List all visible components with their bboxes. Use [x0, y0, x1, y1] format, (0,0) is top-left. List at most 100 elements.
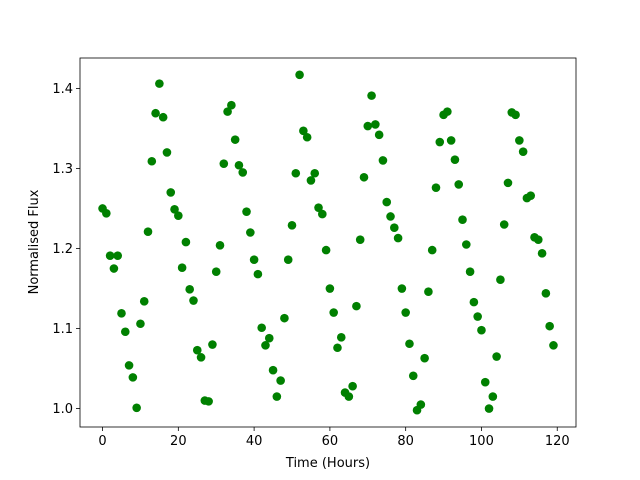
- point: [336, 333, 346, 342]
- point: [143, 227, 153, 236]
- point: [424, 287, 433, 297]
- point: [325, 284, 335, 293]
- point: [189, 296, 198, 305]
- point: [174, 211, 183, 220]
- point: [230, 135, 240, 144]
- point: [283, 255, 293, 265]
- x-tick-label: 80: [397, 434, 414, 449]
- y-tick-label: 1.0: [52, 402, 73, 417]
- point: [227, 100, 236, 110]
- x-tick-label: 60: [322, 434, 339, 449]
- point: [238, 168, 248, 177]
- point: [458, 215, 467, 224]
- point: [484, 404, 494, 413]
- point: [310, 168, 320, 178]
- point: [499, 220, 509, 229]
- point: [477, 325, 486, 335]
- y-axis-label: Normalised Flux: [27, 189, 42, 294]
- point: [397, 284, 407, 293]
- point: [219, 159, 229, 168]
- point: [192, 345, 202, 355]
- x-tick-label: 40: [246, 434, 263, 449]
- point: [177, 263, 187, 273]
- point: [541, 289, 551, 298]
- point: [132, 403, 141, 413]
- point: [352, 301, 361, 311]
- point: [257, 323, 266, 333]
- point: [321, 245, 331, 255]
- point: [253, 269, 263, 279]
- point: [185, 285, 194, 294]
- point: [204, 397, 213, 406]
- point: [427, 245, 437, 255]
- point: [416, 400, 426, 409]
- point: [272, 392, 282, 401]
- plot-frame: [79, 57, 577, 428]
- point: [469, 297, 479, 307]
- x-tick-label: 100: [469, 434, 494, 449]
- point: [450, 155, 460, 164]
- y-tick-label: 1.1: [52, 322, 73, 337]
- point: [117, 309, 126, 318]
- point: [378, 156, 388, 165]
- point: [367, 91, 376, 100]
- point: [393, 233, 403, 243]
- point: [295, 70, 304, 80]
- point: [268, 365, 278, 375]
- point: [363, 121, 373, 131]
- y-tick-label: 1.2: [52, 242, 73, 257]
- point: [371, 120, 380, 129]
- point: [333, 343, 342, 353]
- point: [170, 204, 179, 214]
- point: [280, 313, 289, 323]
- point: [344, 392, 354, 401]
- point: [208, 340, 217, 349]
- point: [136, 319, 145, 329]
- point: [515, 136, 524, 145]
- point: [102, 208, 111, 218]
- point: [242, 207, 251, 216]
- point: [276, 376, 285, 385]
- point: [302, 132, 312, 142]
- y-tick-label: 1.4: [52, 82, 73, 97]
- point: [359, 172, 369, 182]
- point: [249, 255, 259, 265]
- point: [329, 308, 338, 317]
- point: [166, 188, 176, 197]
- point: [291, 168, 301, 178]
- point: [454, 180, 464, 189]
- point: [431, 183, 441, 192]
- point: [408, 371, 418, 381]
- point: [105, 251, 115, 261]
- point: [355, 235, 365, 244]
- point: [128, 373, 138, 382]
- point: [113, 251, 123, 261]
- point: [162, 148, 172, 157]
- point: [261, 341, 270, 350]
- x-tick-label: 0: [98, 434, 106, 449]
- point: [537, 249, 547, 258]
- point: [420, 353, 429, 363]
- point: [215, 241, 225, 250]
- point: [246, 228, 255, 237]
- point: [435, 137, 445, 147]
- point: [211, 267, 221, 277]
- point: [465, 267, 475, 277]
- point: [120, 327, 130, 337]
- y-tick-label: 1.3: [52, 162, 73, 177]
- point: [405, 339, 414, 349]
- point: [503, 178, 513, 188]
- point: [386, 212, 395, 221]
- point: [223, 107, 232, 116]
- point: [196, 353, 206, 362]
- point: [511, 110, 520, 120]
- point: [443, 107, 452, 116]
- point: [473, 312, 482, 321]
- point: [234, 160, 244, 170]
- point: [264, 333, 274, 343]
- point: [314, 203, 323, 212]
- point: [518, 147, 528, 156]
- point: [287, 220, 297, 230]
- point: [462, 240, 471, 249]
